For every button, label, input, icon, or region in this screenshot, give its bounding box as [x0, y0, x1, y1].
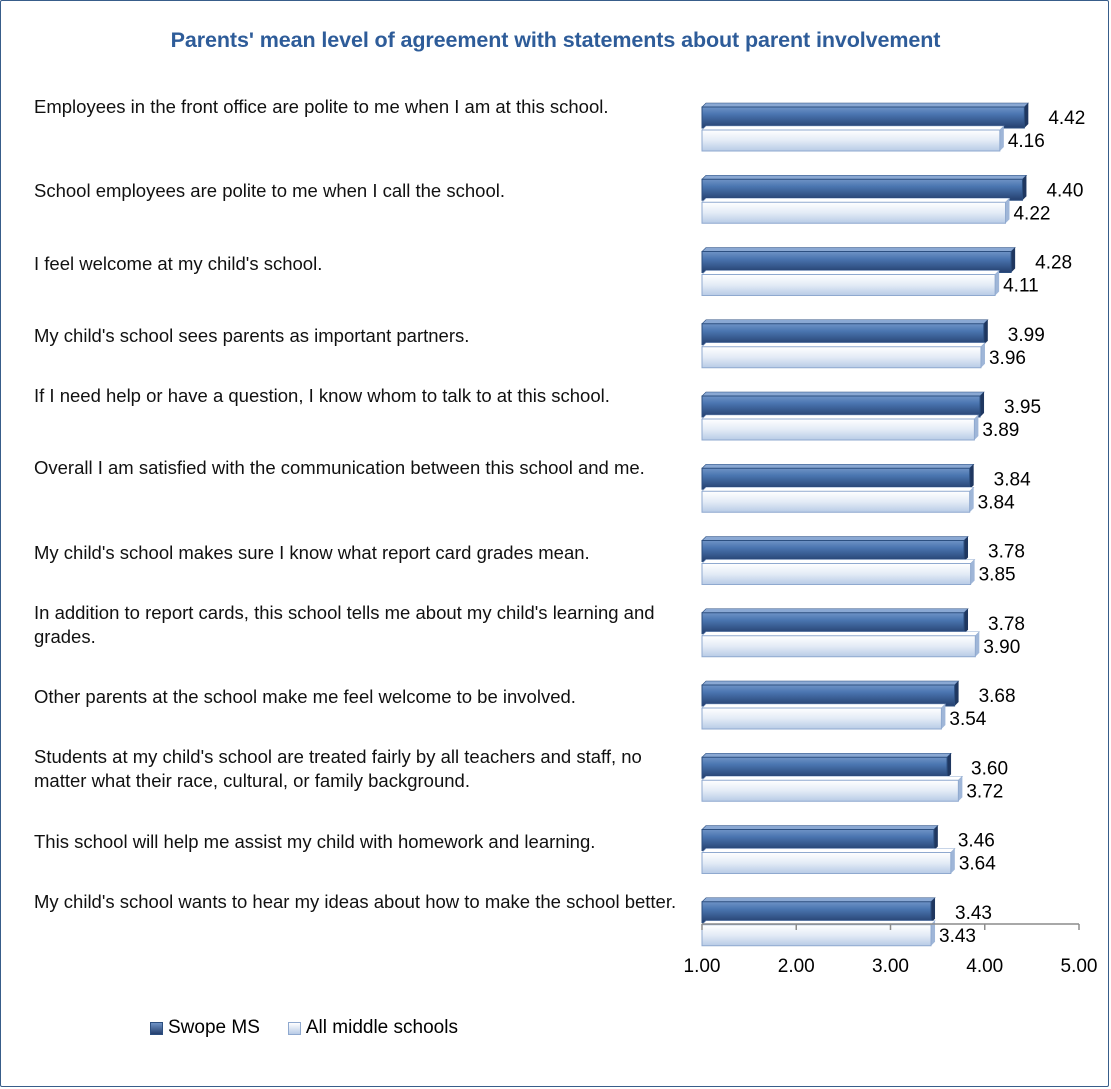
- legend-label-swope: Swope MS: [168, 1017, 260, 1038]
- bar-swope: [701, 825, 939, 851]
- bar-all-middle: [701, 342, 986, 369]
- value-label: 3.54: [949, 709, 986, 730]
- value-label: 3.99: [1008, 325, 1045, 346]
- bar-swope: [701, 608, 969, 635]
- bar-swope: [701, 536, 969, 562]
- category-label: Students at my child's school are treate…: [34, 746, 642, 792]
- bar-swope: [701, 102, 1030, 129]
- category-label: If I need help or have a question, I kno…: [34, 385, 610, 407]
- value-label: 3.84: [978, 492, 1015, 513]
- legend-item-swope: Swope MS: [150, 1017, 260, 1039]
- category-label: School employees are polite to me when I…: [34, 180, 505, 202]
- bar-swope: [701, 752, 952, 779]
- legend-label-all-middle: All middle schools: [305, 1017, 458, 1038]
- bar-all-middle: [701, 631, 981, 658]
- value-label: 3.64: [959, 854, 996, 875]
- value-label: 3.72: [966, 781, 1003, 802]
- value-label: 4.22: [1013, 203, 1050, 224]
- category-label: Overall I am satisfied with the communic…: [34, 457, 645, 479]
- x-tick-label: 2.00: [778, 956, 815, 977]
- legend-swatch-swope: [150, 1021, 163, 1035]
- value-label: 4.28: [1035, 253, 1072, 274]
- value-label: 3.43: [955, 903, 992, 924]
- value-label: 4.40: [1046, 180, 1083, 201]
- legend-swatch-all-middle: [287, 1021, 301, 1035]
- bar-all-middle: [701, 197, 1011, 224]
- bar-all-middle: [701, 125, 1005, 152]
- category-label: This school will help me assist my child…: [34, 830, 596, 852]
- value-label: 3.46: [958, 831, 995, 852]
- value-label: 3.85: [979, 565, 1016, 586]
- x-tick-label: 3.00: [872, 956, 909, 977]
- bar-all-middle: [701, 559, 976, 585]
- bar-swope: [701, 680, 960, 707]
- value-label: 3.90: [983, 637, 1020, 658]
- category-label: Other parents at the school make me feel…: [34, 686, 576, 708]
- bar-all-middle: [701, 270, 1000, 296]
- category-label: My child's school sees parents as import…: [34, 324, 470, 346]
- value-label: 3.68: [979, 686, 1016, 707]
- bar-all-middle: [701, 414, 980, 441]
- value-label: 3.89: [982, 420, 1019, 441]
- category-label: I feel welcome at my child's school.: [34, 252, 323, 274]
- value-label: 3.95: [1004, 397, 1041, 418]
- bar-all-middle: [701, 848, 956, 874]
- value-label: 3.84: [994, 469, 1031, 490]
- value-label: 4.16: [1008, 131, 1045, 152]
- category-label: My child's school wants to hear my ideas…: [34, 890, 677, 912]
- x-tick-label: 5.00: [1061, 956, 1098, 977]
- bar-swope: [701, 319, 989, 346]
- x-tick-label: 1.00: [684, 956, 721, 977]
- bar-all-middle: [701, 703, 947, 730]
- bar-swope: [701, 391, 985, 418]
- category-label: Employees in the front office are polite…: [34, 96, 609, 118]
- value-label: 3.60: [971, 758, 1008, 779]
- bar-swope: [701, 247, 1016, 273]
- category-label: In addition to report cards, this school…: [34, 601, 655, 647]
- value-label: 4.11: [1003, 276, 1039, 297]
- chart-title: Parents' mean level of agreement with st…: [170, 28, 941, 52]
- value-label: 3.78: [988, 614, 1025, 635]
- bar-swope: [701, 897, 936, 924]
- bar-swope: [701, 174, 1028, 201]
- x-tick-label: 4.00: [966, 956, 1003, 977]
- legend: Swope MS All middle schools: [150, 1016, 486, 1040]
- bar-swope: [701, 463, 975, 490]
- category-label: My child's school makes sure I know what…: [34, 541, 590, 563]
- value-label: 3.43: [939, 926, 976, 947]
- value-label: 3.96: [989, 348, 1026, 369]
- bar-all-middle: [701, 775, 964, 802]
- legend-item-all-middle: All middle schools: [287, 1017, 458, 1039]
- value-label: 3.78: [988, 542, 1025, 563]
- value-label: 4.42: [1048, 108, 1085, 129]
- bar-all-middle: [701, 486, 975, 513]
